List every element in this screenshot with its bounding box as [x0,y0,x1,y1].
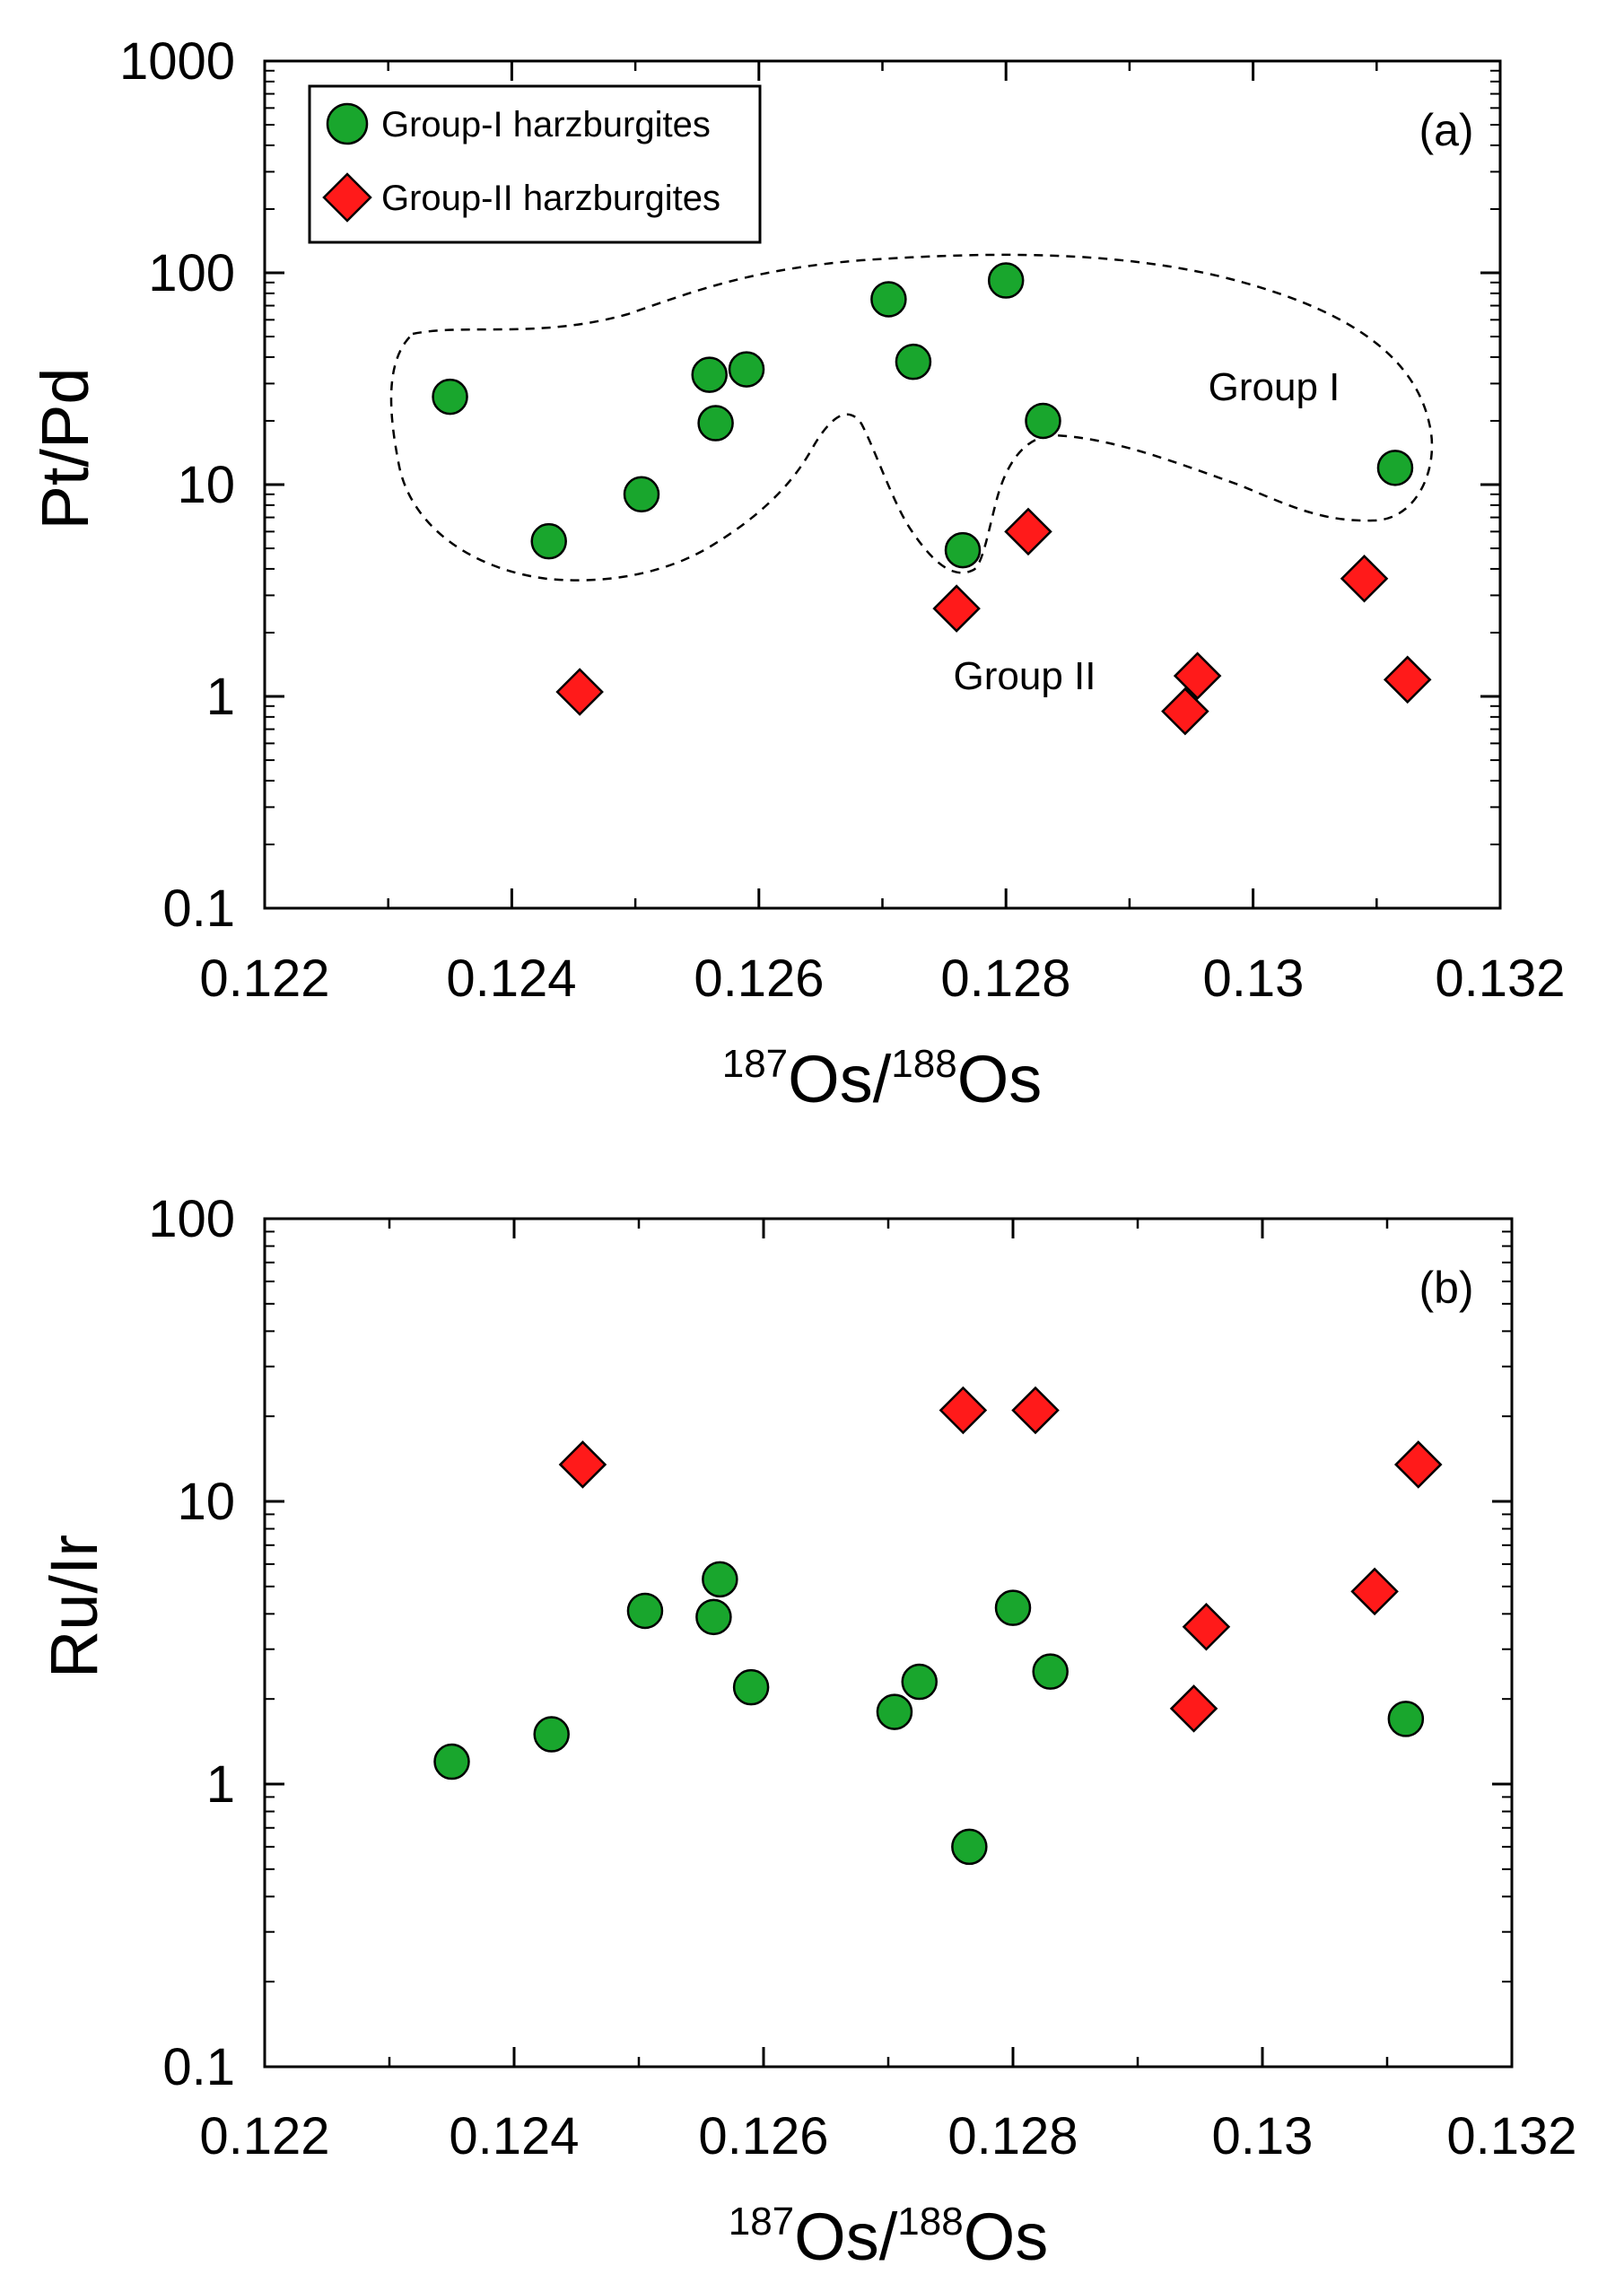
panel-b-group-i-point [994,1589,1032,1626]
panel-b-group-i-point [951,1828,988,1866]
panel-b-group-i-point [533,1716,570,1753]
panel-b-data-points [433,1386,1443,1866]
panel-a-group-i-point [691,356,728,393]
panel-b-group-i-point [702,1561,738,1598]
panel-a-group-i-point [530,522,567,560]
panel-a-x-tick-label: 0.13 [1203,949,1305,1008]
panel-a-group-i-point [944,531,982,569]
panel-b-group-i-point [876,1693,913,1730]
panel-b-x-tick-label: 0.128 [947,2107,1078,2165]
panel-b-x-tick-label: 0.132 [1446,2107,1576,2165]
panel-a-x-tick-label: 0.126 [694,949,824,1008]
panel-b-y-axis-label: Ru/Ir [37,1535,111,1678]
panel-b-group-i-point [433,1743,470,1780]
legend-group-ii-label: Group-II harzburgites [381,179,720,218]
panel-a-y-tick-label: 0.1 [162,879,235,938]
legend-group-i-label: Group-I harzburgites [381,105,711,144]
panel-b-y-tick-labels: 0.1 1 10 100 [148,1190,235,2096]
panel-a-pt-pd-chart: 0.122 0.124 0.126 0.128 0.13 0.132 0.1 1… [28,32,1566,1116]
panel-b-y-tick-label: 10 [177,1473,235,1531]
panel-a-x-tick-labels: 0.122 0.124 0.126 0.128 0.13 0.132 [199,949,1565,1008]
panel-a-x-tick-label: 0.122 [199,949,329,1008]
panel-a-group-ii-point [1383,655,1432,704]
panel-a-axis-ticks [263,59,1502,910]
group-ii-label: Group II [954,654,1096,698]
panel-b-group-ii-point [558,1440,607,1489]
panel-b-x-tick-labels: 0.122 0.124 0.126 0.128 0.13 0.132 [199,2107,1576,2165]
panel-b-group-ii-point [939,1386,988,1435]
panel-b-group-ii-point [1169,1684,1218,1733]
panel-a-data-points [432,262,1432,736]
panel-a-group-i-point [1025,402,1061,440]
panel-a-x-tick-label: 0.132 [1435,949,1565,1008]
panel-b-group-ii-point [1350,1567,1399,1616]
panel-a-group-ii-point [555,668,604,716]
panel-a-group-ii-point [1173,652,1222,700]
panel-b-x-tick-label: 0.13 [1212,2107,1314,2165]
panel-b-group-ii-point [1011,1386,1060,1435]
panel-a-group-ii-point [932,584,981,633]
panel-a-y-tick-label: 1000 [119,32,235,91]
panel-a-y-tick-label: 10 [177,456,235,514]
panel-b-x-axis-label: 187Os/188Os [729,2200,1049,2274]
panel-a-group-ii-point [1004,507,1052,556]
panel-b-group-i-point [1387,1701,1425,1737]
panel-a-label: (a) [1419,105,1473,155]
panel-a-group-i-point [870,281,907,318]
panel-b-group-i-point [901,1663,938,1701]
panel-b-group-i-point [1032,1653,1069,1690]
panel-b-label: (b) [1419,1263,1473,1313]
panel-b-group-i-point [732,1668,770,1706]
panel-b-ru-ir-chart: 0.122 0.124 0.126 0.128 0.13 0.132 0.1 1… [37,1190,1577,2274]
group-i-label: Group I [1209,365,1340,409]
panel-a-y-tick-label: 100 [148,244,235,302]
legend-group-i-marker [326,102,369,145]
panel-a-group-i-point [728,351,765,388]
legend: Group-I harzburgites Group-II harzburgit… [308,84,762,244]
panel-a-y-axis-label: Pt/Pd [28,368,102,530]
panel-a-group-i-point [895,343,932,381]
panel-b-x-tick-label: 0.124 [449,2107,579,2165]
panel-a-group-i-point [623,476,660,513]
legend-group-ii-marker [322,172,372,223]
panel-b-y-tick-label: 0.1 [162,2038,235,2096]
panel-a-group-ii-point [1340,554,1389,603]
panel-a-group-i-point [697,405,734,442]
panel-b-group-i-point [626,1592,664,1630]
panel-b-plot-frame [263,1217,1514,2069]
panel-a-group-ii-point [1161,687,1209,736]
panel-b-group-ii-point [1182,1602,1231,1651]
panel-a-group-i-point [432,378,468,416]
panel-b-axis-ticks [263,1217,1514,2069]
panel-b-group-ii-point [1393,1440,1443,1489]
panel-a-y-tick-labels: 0.1 1 10 100 1000 [119,32,235,938]
panel-a-y-tick-label: 1 [206,668,235,726]
panel-a-x-tick-label: 0.128 [940,949,1070,1008]
panel-b-y-tick-label: 100 [148,1190,235,1248]
panel-b-x-tick-label: 0.122 [199,2107,329,2165]
legend-box [308,84,762,244]
panel-b-y-tick-label: 1 [206,1755,235,1814]
panel-a-group-i-point [987,262,1025,299]
group-i-field-outline [389,253,1434,582]
panel-a-x-tick-label: 0.124 [446,949,576,1008]
panel-b-group-i-point [695,1598,732,1636]
panel-a-group-i-point [1376,450,1414,486]
panel-a-x-axis-label: 187Os/188Os [722,1042,1043,1116]
panel-b-x-tick-label: 0.126 [698,2107,828,2165]
